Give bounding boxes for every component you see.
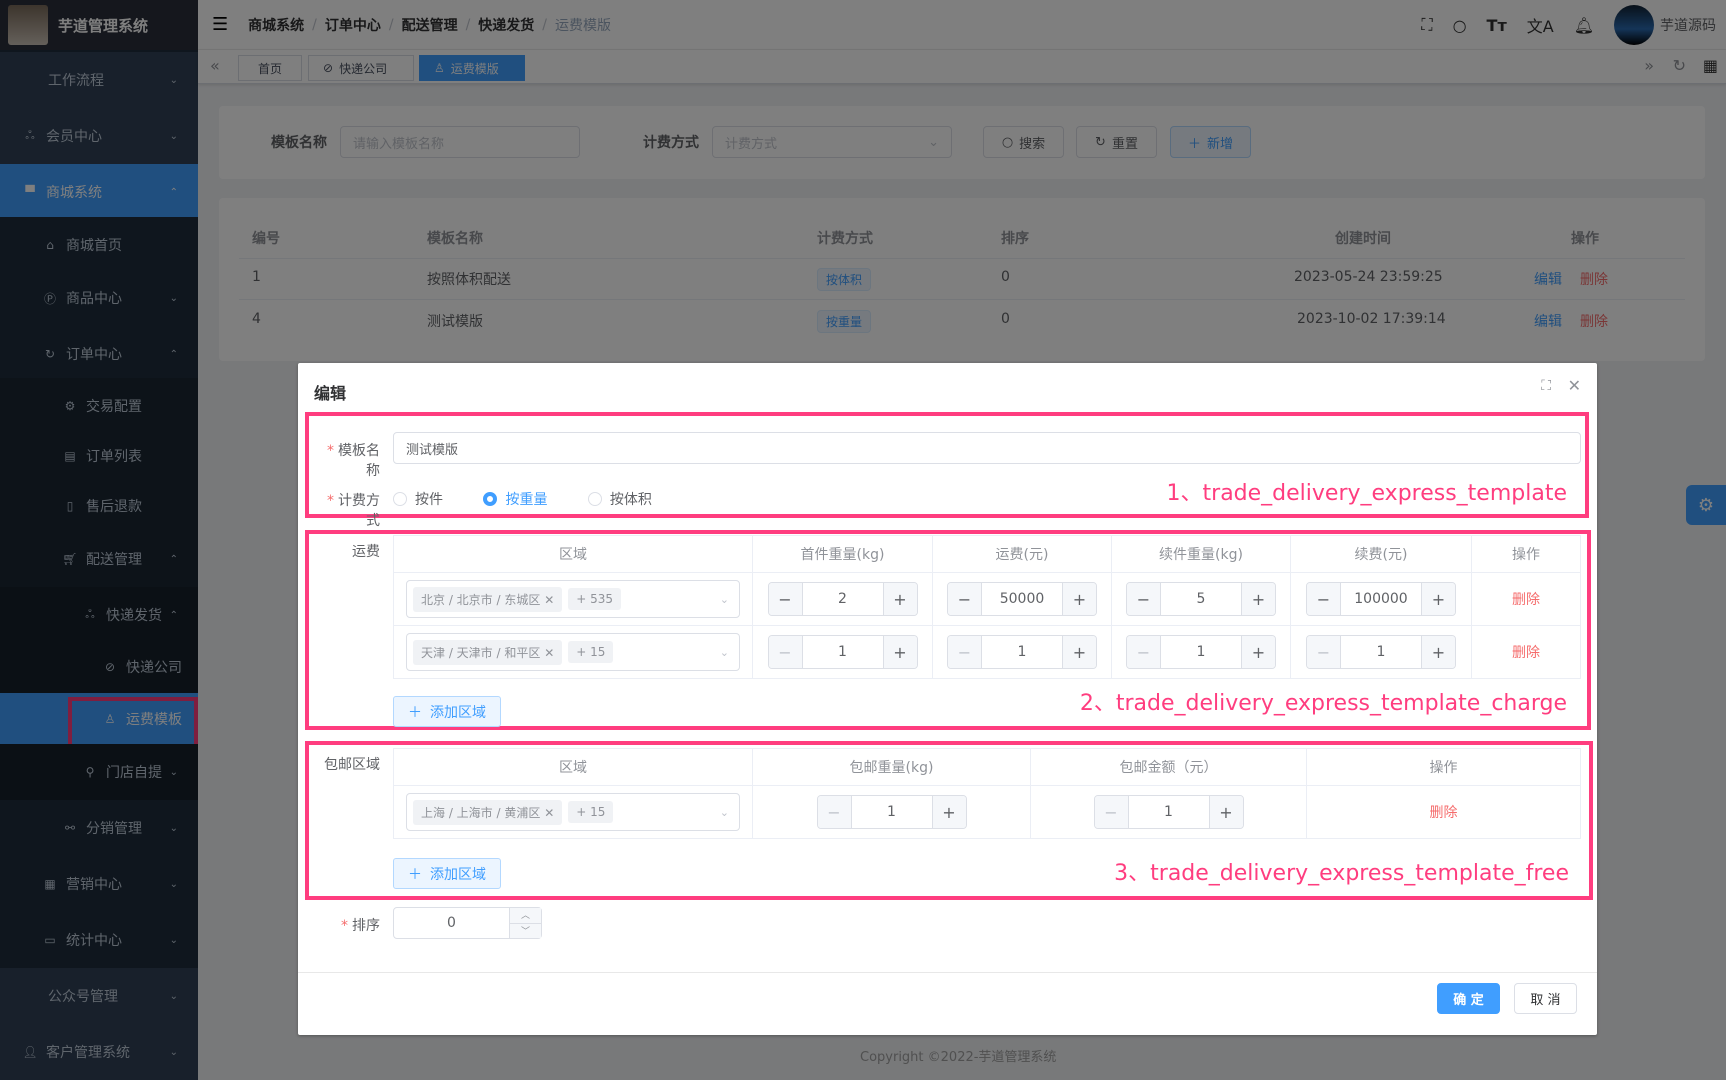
area-cascader[interactable]: 天津 / 天津市 / 和平区 ✕ + 15 ⌄ <box>406 633 740 671</box>
charge-row: 北京 / 北京市 / 东城区 ✕ + 535 ⌄ −2 + −50000 + −5 + −… <box>393 572 1581 626</box>
free-table: 区域 包邮重量(kg) 包邮金额（元） 操作 上海 / 上海市 / 黄浦区 ✕ +… <box>393 748 1581 839</box>
plus-icon: + <box>882 583 917 615</box>
price-stepper[interactable]: −50000 + <box>947 582 1097 616</box>
close-icon[interactable]: ✕ <box>544 645 555 660</box>
maximize-icon[interactable]: ⛶ <box>1541 378 1551 394</box>
free-amount-stepper[interactable]: −1 + <box>1093 795 1244 829</box>
chevron-down-icon[interactable]: ﹀ <box>520 926 530 937</box>
start-weight-stepper[interactable]: −2 + <box>767 582 918 616</box>
annotation-box <box>305 412 1589 518</box>
annotation-label: 2、trade_delivery_express_template_charge <box>1079 691 1567 716</box>
delete-link[interactable]: 删除 <box>1512 645 1540 661</box>
extra-weight-stepper[interactable]: −5 + <box>1126 582 1276 616</box>
close-icon[interactable]: ✕ <box>544 805 555 820</box>
annotation-label: 1、trade_delivery_express_template <box>1166 481 1567 506</box>
cancel-button[interactable]: 取 消 <box>1514 983 1577 1014</box>
extra-price-stepper[interactable]: −1 + <box>1306 635 1456 669</box>
close-icon[interactable]: ✕ <box>544 592 555 607</box>
plus-icon: ＋ <box>408 866 422 883</box>
radio-by-piece[interactable]: 按件 <box>393 489 443 509</box>
chevron-up-icon[interactable]: ︿ <box>510 908 541 924</box>
dialog-title: 编辑 <box>314 384 347 403</box>
extra-weight-stepper[interactable]: −1 + <box>1126 635 1276 669</box>
radio-by-weight[interactable]: 按重量 <box>483 489 547 509</box>
add-free-area-button[interactable]: ＋添加区域 <box>393 858 501 889</box>
charge-mode-radio-group: 按件 按重量 按体积 <box>393 489 688 510</box>
free-row: 上海 / 上海市 / 黄浦区 ✕ + 15 ⌄ −1 + −1 + 删除 <box>393 785 1581 839</box>
charge-row: 天津 / 天津市 / 和平区 ✕ + 15 ⌄ −1 + −1 + −1 + −1 + 删除 <box>393 625 1581 679</box>
confirm-button[interactable]: 确 定 <box>1437 983 1500 1014</box>
close-icon[interactable]: ✕ <box>1567 376 1581 395</box>
free-weight-stepper[interactable]: −1 + <box>816 795 967 829</box>
chevron-down-icon: ⌄ <box>719 592 729 606</box>
add-charge-area-button[interactable]: ＋添加区域 <box>393 696 501 727</box>
area-cascader[interactable]: 上海 / 上海市 / 黄浦区 ✕ + 15 ⌄ <box>406 793 740 831</box>
annotation-box <box>305 530 1591 730</box>
area-cascader[interactable]: 北京 / 北京市 / 东城区 ✕ + 535 ⌄ <box>406 580 740 618</box>
sort-stepper[interactable]: 0 ︿ ﹀ <box>393 907 542 939</box>
start-weight-stepper[interactable]: −1 + <box>767 635 918 669</box>
minus-icon: − <box>768 583 803 615</box>
price-stepper[interactable]: −1 + <box>947 635 1097 669</box>
extra-price-stepper[interactable]: −100000 + <box>1306 582 1456 616</box>
edit-dialog: 编辑 ⛶ ✕ 1、trade_delivery_express_template… <box>298 363 1597 1035</box>
radio-by-volume[interactable]: 按体积 <box>587 489 652 509</box>
annotation-label: 3、trade_delivery_express_template_free <box>1114 861 1569 886</box>
annotation-box <box>305 741 1593 900</box>
charge-table: 区域 首件重量(kg) 运费(元) 续件重量(kg) 续费(元) 操作 北京 /… <box>393 535 1581 679</box>
delete-link[interactable]: 删除 <box>1429 805 1458 821</box>
plus-icon: ＋ <box>408 704 422 721</box>
delete-link[interactable]: 删除 <box>1512 592 1540 608</box>
template-name-field[interactable]: 测试模版 <box>393 432 1581 464</box>
